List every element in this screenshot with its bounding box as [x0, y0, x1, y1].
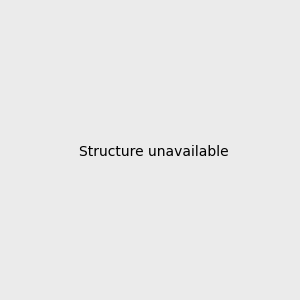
Text: Structure unavailable: Structure unavailable — [79, 145, 229, 158]
